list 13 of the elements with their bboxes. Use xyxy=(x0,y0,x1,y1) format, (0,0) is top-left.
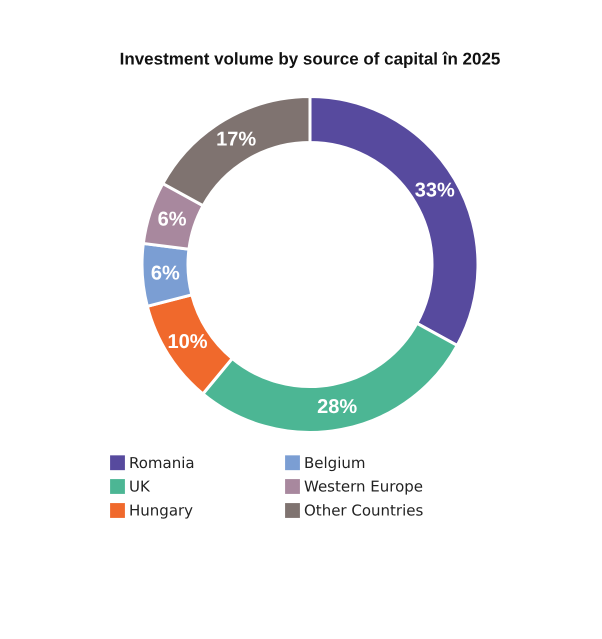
data-label: 10% xyxy=(168,331,208,354)
data-label: 33% xyxy=(414,180,456,202)
chart-title: Investment volume by source of capital în 2025 xyxy=(120,50,500,68)
legend-label: Hungary xyxy=(129,502,194,520)
legend-label: Romania xyxy=(129,454,195,472)
data-label: 6% xyxy=(150,262,180,285)
data-label: 6% xyxy=(158,208,187,231)
legend-label: UK xyxy=(129,478,151,496)
legend-label: Other Countries xyxy=(304,502,424,520)
data-label: 28% xyxy=(317,396,358,418)
data-label: 17% xyxy=(216,128,256,151)
legend-label: Western Europe xyxy=(304,478,424,496)
legend-label: Belgium xyxy=(304,454,366,472)
